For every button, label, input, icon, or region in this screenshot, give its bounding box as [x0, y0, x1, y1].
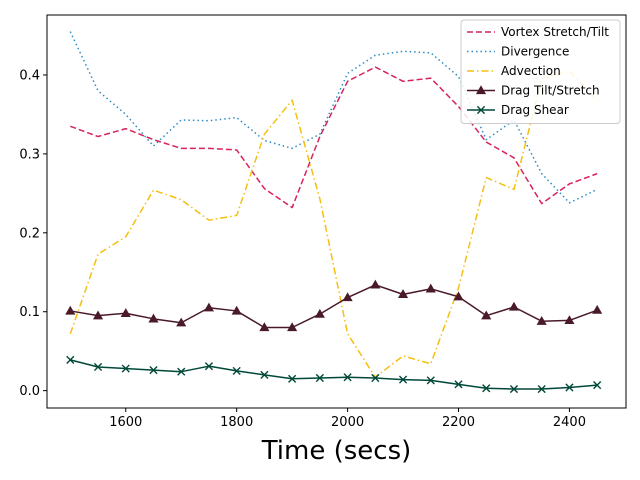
legend-box [460, 19, 621, 124]
data-point [176, 317, 187, 327]
data-point [453, 291, 464, 301]
data-point [593, 381, 602, 390]
data-point [120, 308, 131, 317]
data-point [288, 374, 297, 383]
data-point [287, 322, 298, 332]
x-axis: 1600 1800 2000 2200 2400 [109, 408, 586, 430]
data-point [537, 384, 546, 394]
series-4 [65, 279, 603, 332]
data-point [232, 366, 241, 376]
legend-label: Advection [501, 64, 561, 78]
data-point [536, 315, 547, 325]
series-line [70, 284, 598, 329]
data-point [397, 289, 409, 299]
data-point [398, 375, 408, 384]
data-point [315, 373, 324, 383]
data-point [121, 364, 130, 373]
data-point [371, 373, 380, 383]
data-point [177, 367, 186, 376]
data-point [149, 366, 158, 375]
y-tick-label: 0.1 [19, 305, 40, 320]
y-axis: 0.0 0.1 0.2 0.3 0.4 [19, 68, 47, 399]
y-tick-label: 0.0 [19, 384, 40, 399]
legend-item: Advection [467, 64, 561, 78]
data-point [204, 362, 214, 371]
legend-label: Drag Tilt/Stretch [501, 84, 600, 98]
data-point [231, 305, 242, 315]
data-point [482, 384, 491, 393]
data-point [92, 310, 104, 320]
data-point [592, 304, 603, 314]
legend-label: Vortex Stretch/Tilt [501, 25, 609, 39]
legend-label: Drag Shear [501, 103, 569, 117]
data-point [565, 383, 574, 392]
x-tick-label: 2200 [442, 415, 475, 430]
data-point [343, 373, 352, 382]
series-line [69, 70, 598, 378]
data-point [481, 310, 492, 320]
data-point [425, 283, 436, 293]
data-point [564, 315, 575, 325]
legend-item: Drag Shear [467, 103, 569, 117]
y-tick-label: 0.4 [19, 68, 40, 83]
series-1 [70, 66, 598, 209]
data-point [454, 380, 463, 389]
data-point [203, 302, 215, 312]
data-point [509, 384, 519, 394]
legend-marker [476, 105, 486, 115]
data-point [259, 322, 270, 332]
data-point [260, 370, 269, 379]
legend: Vortex Stretch/Tilt Divergence Advection Dr… [460, 19, 621, 124]
data-point [342, 292, 353, 302]
data-point [370, 279, 381, 289]
legend-item: Vortex Stretch/Tilt [467, 25, 609, 39]
series-layer [65, 31, 603, 394]
legend-label: Divergence [501, 45, 569, 59]
series-3 [69, 70, 598, 378]
data-point [314, 308, 325, 318]
series-5 [66, 355, 602, 394]
x-tick-label: 1800 [220, 415, 253, 430]
plot-frame [46, 14, 627, 409]
data-point [65, 305, 76, 315]
data-point [426, 376, 435, 385]
data-point [508, 301, 520, 311]
data-point [93, 362, 103, 372]
legend-item: Drag Tilt/Stretch [467, 84, 600, 98]
x-tick-label: 2400 [553, 415, 586, 430]
series-line [70, 359, 598, 390]
y-tick-label: 0.3 [19, 147, 40, 162]
x-tick-label: 2000 [331, 415, 364, 430]
series-line [70, 66, 598, 209]
y-tick-label: 0.2 [19, 226, 40, 241]
legend-marker [475, 85, 487, 95]
data-point [148, 313, 159, 323]
x-axis-label: Time (secs) [261, 436, 412, 466]
x-tick-label: 1600 [109, 415, 142, 430]
legend-item: Divergence [467, 45, 569, 59]
data-point [66, 355, 75, 364]
